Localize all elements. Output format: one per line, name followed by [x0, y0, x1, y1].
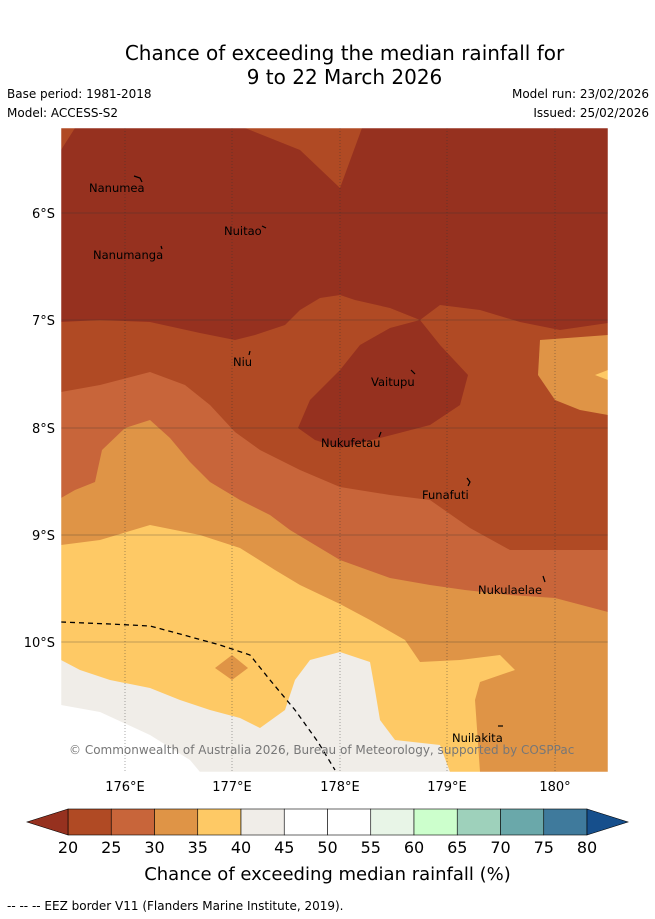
title-line-2: 9 to 22 March 2026 — [246, 65, 443, 89]
lon-gridlines — [124, 128, 556, 772]
colorbar-over-arrow — [586, 808, 629, 836]
lat-label: 6°S — [32, 207, 55, 222]
band-35-40-east — [538, 335, 608, 415]
title-line-1: Chance of exceeding the median rainfall … — [124, 41, 565, 65]
eez-legend-note: -- -- -- EEZ border V11 (Flanders Marine… — [7, 899, 344, 913]
colorbar-tick-label: 60 — [403, 838, 425, 857]
lat-label: 10°S — [24, 636, 55, 651]
colorbar-tick-label: 25 — [101, 838, 122, 857]
colorbar-under-arrow — [26, 808, 69, 836]
colorbar-swatch — [240, 808, 285, 836]
colorbar-swatch — [500, 808, 545, 836]
colorbar-tick-label: 20 — [57, 838, 79, 857]
place-nanumanga: Nanumanga — [93, 248, 163, 262]
lat-labels: 6°S 7°S 8°S 9°S 10°S — [24, 207, 55, 651]
island-shapes — [133, 175, 546, 727]
colorbar-swatch — [197, 808, 242, 836]
model-name: Model: ACCESS-S2 — [7, 106, 119, 120]
place-labels: Nanumea Nuitao Nanumanga Niu Vaitupu Nuk… — [89, 181, 542, 745]
colorbar-tick-label: 65 — [447, 838, 468, 857]
colorbar-tick-label: 40 — [230, 838, 252, 857]
lon-label: 179°E — [427, 780, 467, 795]
colorbar-swatch — [543, 808, 588, 836]
colorbar-tick-label: 50 — [317, 838, 338, 857]
colorbar-swatch — [370, 808, 415, 836]
colorbar-swatch — [283, 808, 328, 836]
colorbar-swatch — [327, 808, 372, 836]
band-50-55 — [61, 705, 200, 772]
colorbar-tick-label: 45 — [274, 838, 295, 857]
model-run: Model run: 23/02/2026 — [511, 87, 649, 101]
colorbar — [26, 808, 629, 836]
base-period: Base period: 1981-2018 — [7, 87, 152, 101]
lat-label: 7°S — [32, 314, 55, 329]
colorbar-tick-label: 70 — [490, 838, 511, 857]
lat-label: 8°S — [32, 422, 55, 437]
place-nukufetau: Nukufetau — [321, 436, 380, 450]
colorbar-swatch — [456, 808, 501, 836]
colorbar-tick-label: 30 — [144, 838, 165, 857]
issued-date: Issued: 25/02/2026 — [533, 106, 649, 120]
lon-label: 176°E — [105, 780, 145, 795]
colorbar-tick-label: 35 — [187, 838, 208, 857]
map-area — [61, 128, 608, 772]
colorbar-title: Chance of exceeding median rainfall (%) — [144, 864, 511, 885]
band-40-45-east — [595, 370, 608, 380]
map-frame — [60, 127, 609, 773]
colorbar-tick-label: 80 — [576, 838, 598, 857]
colorbar-tick-label: 55 — [360, 838, 381, 857]
place-nanumea: Nanumea — [89, 181, 145, 195]
place-nuilakita: Nuilakita — [452, 731, 503, 745]
band-under-25-vaitupu — [298, 320, 468, 448]
colorbar-swatch — [110, 808, 155, 836]
band-under-25 — [61, 128, 608, 340]
lon-labels: 176°E 177°E 178°E 179°E 180° — [105, 780, 570, 795]
place-funafuti: Funafuti — [422, 488, 469, 502]
lat-gridlines — [61, 212, 608, 643]
band-35-40-pocket — [215, 655, 248, 680]
place-nuitao: Nuitao — [224, 224, 262, 238]
colorbar-tick-label: 75 — [533, 838, 554, 857]
colorbar-swatch — [154, 808, 199, 836]
place-vaitupu: Vaitupu — [371, 375, 415, 389]
colorbar-swatch — [413, 808, 458, 836]
place-niu: Niu — [233, 355, 252, 369]
lat-label: 9°S — [32, 529, 55, 544]
lon-label: 177°E — [212, 780, 252, 795]
lon-label: 180° — [539, 780, 570, 795]
lon-label: 178°E — [320, 780, 360, 795]
copyright: © Commonwealth of Australia 2026, Bureau… — [69, 743, 574, 757]
colorbar-swatch — [67, 808, 112, 836]
place-nukulaelae: Nukulaelae — [478, 583, 542, 597]
